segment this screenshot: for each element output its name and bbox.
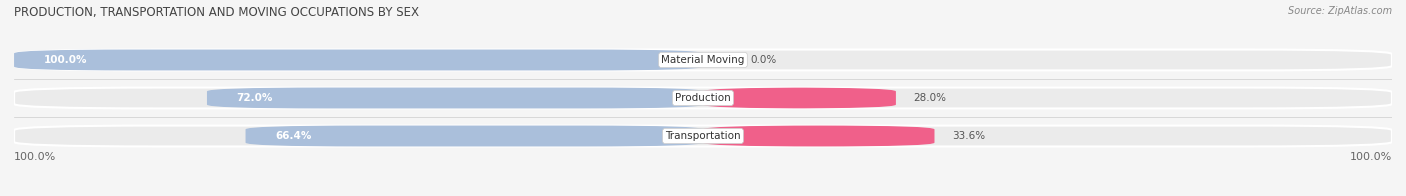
FancyBboxPatch shape — [14, 50, 703, 70]
Text: 72.0%: 72.0% — [236, 93, 273, 103]
Text: 100.0%: 100.0% — [14, 152, 56, 162]
Text: 100.0%: 100.0% — [44, 55, 87, 65]
Text: 33.6%: 33.6% — [952, 131, 986, 141]
Text: Source: ZipAtlas.com: Source: ZipAtlas.com — [1288, 6, 1392, 16]
Text: 66.4%: 66.4% — [276, 131, 312, 141]
FancyBboxPatch shape — [246, 126, 703, 146]
FancyBboxPatch shape — [703, 126, 935, 146]
Text: 28.0%: 28.0% — [914, 93, 946, 103]
FancyBboxPatch shape — [207, 88, 703, 108]
FancyBboxPatch shape — [703, 88, 896, 108]
FancyBboxPatch shape — [14, 50, 1392, 70]
Text: 0.0%: 0.0% — [751, 55, 776, 65]
Text: Production: Production — [675, 93, 731, 103]
FancyBboxPatch shape — [14, 88, 1392, 108]
Text: 100.0%: 100.0% — [1350, 152, 1392, 162]
Text: Transportation: Transportation — [665, 131, 741, 141]
FancyBboxPatch shape — [14, 126, 1392, 146]
Text: Material Moving: Material Moving — [661, 55, 745, 65]
Text: PRODUCTION, TRANSPORTATION AND MOVING OCCUPATIONS BY SEX: PRODUCTION, TRANSPORTATION AND MOVING OC… — [14, 6, 419, 19]
